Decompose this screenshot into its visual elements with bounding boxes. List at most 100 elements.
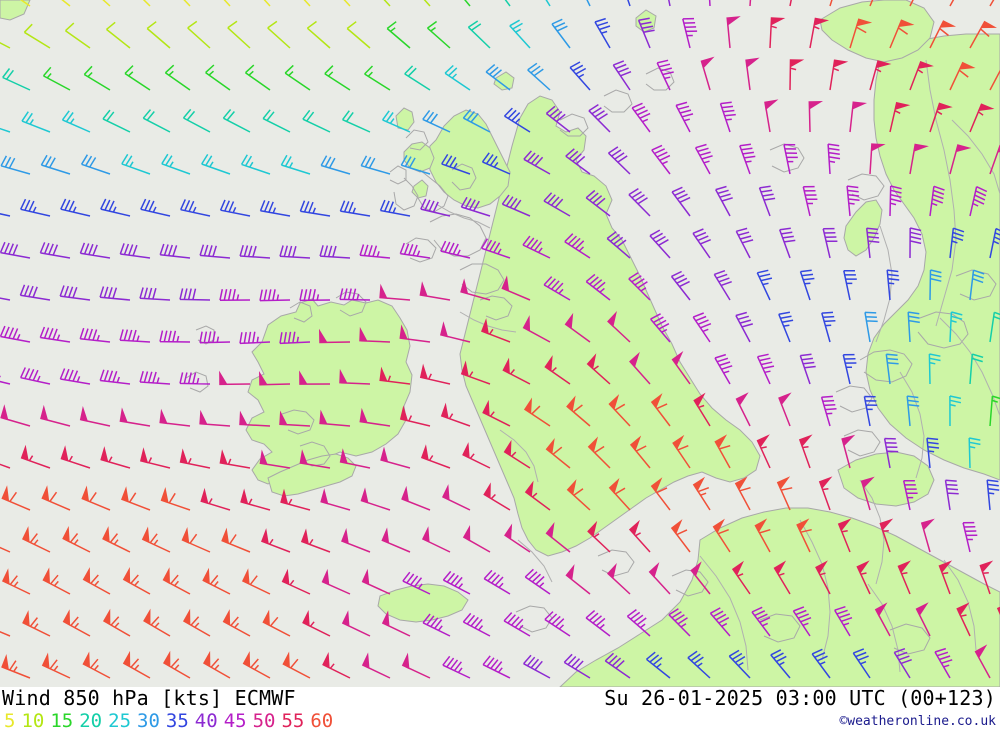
wind-barb xyxy=(259,370,291,386)
coastline-segment-21 xyxy=(769,143,805,173)
legend-tick-40[interactable]: 40 xyxy=(194,710,218,732)
wind-barb xyxy=(299,449,331,469)
wind-barb xyxy=(300,528,331,553)
map-canvas xyxy=(0,0,1000,687)
wind-barb xyxy=(756,353,775,385)
wind-barb xyxy=(59,368,91,385)
wind-barb xyxy=(565,564,591,595)
wind-barb xyxy=(773,560,791,595)
legend-tick-20[interactable]: 20 xyxy=(79,710,103,732)
wind-barb xyxy=(726,16,741,49)
wind-barb xyxy=(99,369,131,385)
wind-barb xyxy=(949,0,955,7)
legend-tick-15[interactable]: 15 xyxy=(50,710,74,732)
country-border-2 xyxy=(951,119,1000,195)
wind-barb xyxy=(928,353,941,385)
wind-barb xyxy=(40,154,71,175)
wind-barb-map[interactable] xyxy=(0,0,1000,687)
wind-barb xyxy=(440,402,471,427)
wind-barb xyxy=(20,367,51,385)
wind-barb xyxy=(439,321,471,343)
wind-barb xyxy=(440,240,471,259)
wind-barb xyxy=(83,65,111,91)
wind-barb xyxy=(906,395,920,427)
wind-barb xyxy=(799,269,815,301)
wind-barb xyxy=(792,606,812,637)
legend-tick-45[interactable]: 45 xyxy=(223,710,247,732)
wind-barb xyxy=(141,526,171,553)
wind-barb xyxy=(23,23,51,49)
land-denmark xyxy=(843,199,883,257)
wind-barb xyxy=(401,485,431,511)
wind-barb xyxy=(0,325,31,343)
wind-barb xyxy=(61,110,91,133)
wind-barb xyxy=(420,198,451,217)
wind-barb xyxy=(320,488,351,511)
wind-barb xyxy=(545,522,571,553)
coastline-segment-11 xyxy=(185,371,209,393)
coastline-segment-19 xyxy=(645,67,675,91)
wind-barb xyxy=(656,59,674,91)
wind-barb xyxy=(822,227,838,259)
legend-tick-50[interactable]: 50 xyxy=(252,710,276,732)
wind-barb xyxy=(119,243,151,259)
wind-barb xyxy=(608,394,631,427)
wind-barb xyxy=(242,651,271,679)
wind-barb xyxy=(501,194,531,217)
wind-barb xyxy=(778,227,796,259)
wind-barb xyxy=(19,0,31,7)
wind-barb xyxy=(205,64,231,91)
wind-barb xyxy=(907,311,920,343)
wind-barb xyxy=(522,235,551,259)
land-ireland xyxy=(245,298,413,485)
wind-barb xyxy=(179,448,211,469)
wind-barb xyxy=(0,241,31,259)
wind-barb xyxy=(646,651,671,679)
wind-barb xyxy=(523,150,551,175)
wind-barb xyxy=(565,148,591,175)
wind-barb xyxy=(319,245,351,259)
wind-barb xyxy=(0,213,11,217)
legend-tick-35[interactable]: 35 xyxy=(165,710,189,732)
legend-tick-10[interactable]: 10 xyxy=(21,710,45,732)
coastline-segment-6 xyxy=(479,295,513,321)
land-hebrides1 xyxy=(395,107,415,131)
wind-barb xyxy=(339,288,371,301)
wind-barb xyxy=(361,568,391,595)
wind-barb xyxy=(989,144,1000,175)
legend-tick-60[interactable]: 60 xyxy=(310,710,334,732)
wind-barb xyxy=(670,519,691,553)
wind-barb xyxy=(949,227,965,259)
coastline-segment-14 xyxy=(843,429,881,457)
wind-barb xyxy=(161,153,191,175)
wind-barb xyxy=(585,189,611,217)
wind-barb xyxy=(421,526,451,553)
wind-barb xyxy=(783,143,798,175)
wind-barb xyxy=(799,353,816,385)
wind-barb xyxy=(0,463,11,469)
wind-barb xyxy=(629,435,651,469)
wind-barb xyxy=(651,144,671,175)
wind-barb xyxy=(989,395,1000,427)
wind-barb xyxy=(650,393,671,427)
country-border-7 xyxy=(939,317,1000,417)
legend-tick-5[interactable]: 5 xyxy=(4,710,16,732)
wind-barb xyxy=(769,17,786,49)
wind-barb xyxy=(140,198,171,217)
wind-speed-legend[interactable]: 5 10 15 20 25 30 35 40 45 50 55 60 xyxy=(4,711,333,731)
wind-barb xyxy=(364,65,391,91)
wind-barb xyxy=(381,110,411,133)
wind-barb xyxy=(320,155,351,175)
wind-barb xyxy=(849,101,868,133)
wind-barb xyxy=(588,103,611,133)
wind-barb xyxy=(80,154,111,175)
legend-tick-25[interactable]: 25 xyxy=(108,710,132,732)
legend-tick-55[interactable]: 55 xyxy=(281,710,305,732)
wind-barb xyxy=(400,155,431,175)
legend-tick-30[interactable]: 30 xyxy=(137,710,160,732)
wind-barb xyxy=(319,328,351,344)
land-nl-belgium xyxy=(837,451,935,507)
coastline-segment-9 xyxy=(281,409,315,435)
wind-barb xyxy=(874,602,891,637)
wind-barb xyxy=(808,101,824,133)
